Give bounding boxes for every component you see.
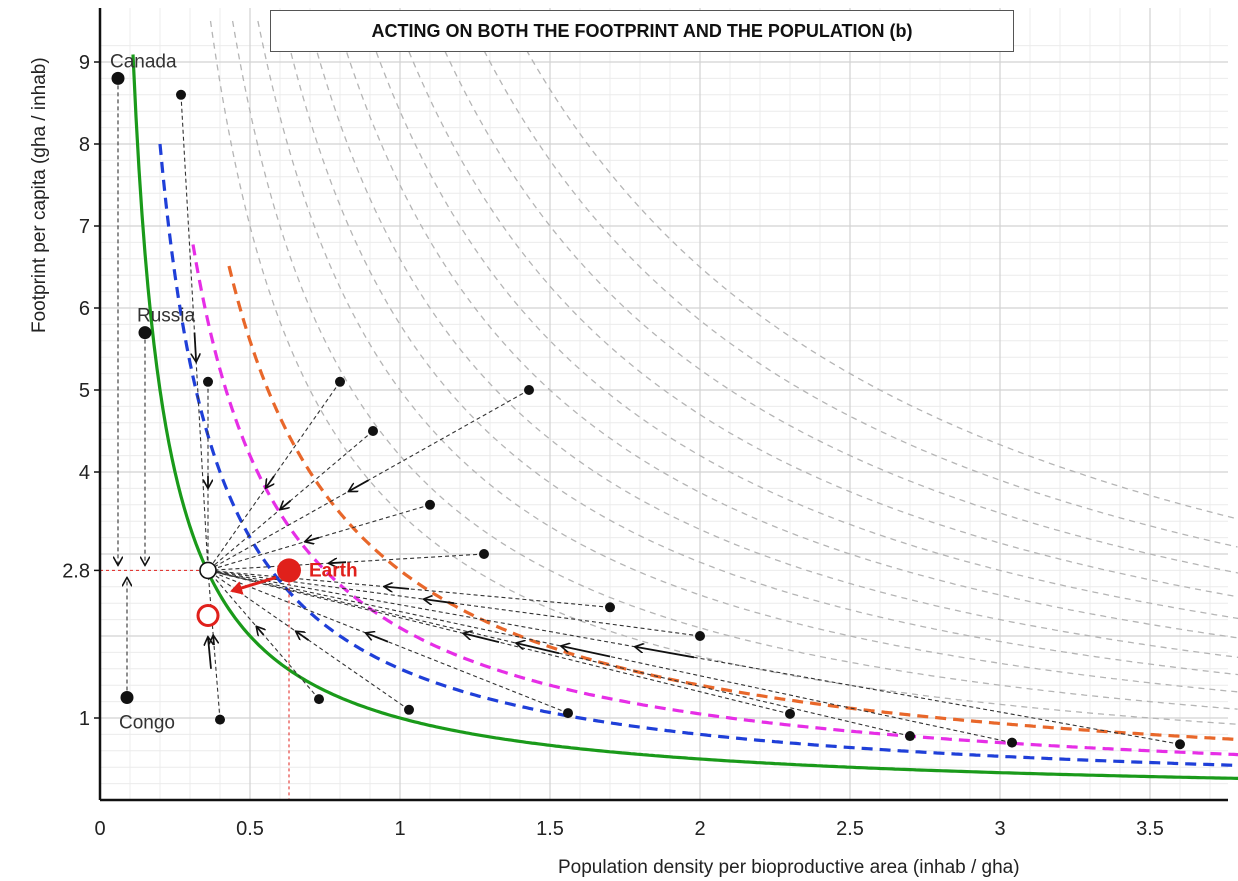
country-label: Congo — [119, 713, 175, 734]
gray-iso-curve — [431, 20, 1238, 574]
x-tick-label: 3.5 — [1136, 818, 1164, 840]
x-tick-label: 0.5 — [236, 818, 264, 840]
direction-arrow — [266, 475, 274, 487]
blue-curve — [158, 143, 1238, 768]
y-tick-label: 2.8 — [62, 560, 90, 582]
direction-arrow — [464, 634, 500, 644]
gray-iso-curve — [336, 20, 1238, 639]
orange-curve — [227, 265, 1238, 742]
direction-arrow — [562, 646, 611, 658]
data-point — [905, 731, 915, 742]
direction-arrow — [329, 562, 347, 563]
gray-iso-curve — [307, 20, 1238, 659]
y-tick-label: 4 — [79, 462, 90, 484]
gray-iso-curve — [468, 20, 1238, 548]
y-tick-label: 6 — [79, 298, 90, 320]
x-tick-label: 2.5 — [836, 818, 864, 840]
y-tick-label: 8 — [79, 134, 90, 156]
country-point — [120, 691, 134, 704]
connector-line — [207, 569, 791, 715]
direction-arrow — [296, 632, 310, 641]
direction-arrow — [257, 627, 264, 635]
data-point — [404, 704, 414, 715]
gray-iso-curve — [282, 20, 1238, 676]
data-point — [335, 376, 345, 387]
gray-iso-curve — [364, 20, 1238, 620]
direction-arrow — [366, 633, 389, 643]
y-tick-label: 7 — [79, 216, 90, 238]
data-point — [203, 376, 213, 387]
data-point — [563, 708, 573, 719]
direction-arrow — [213, 636, 214, 646]
y-axis-title: Footprint per capita (gha / inhab) — [29, 57, 50, 333]
x-tick-label: 1 — [394, 818, 405, 840]
iso-curves — [131, 54, 1238, 780]
x-tick-label: 2 — [694, 818, 705, 840]
direction-arrow — [424, 599, 455, 603]
data-point — [314, 694, 324, 705]
gray-iso-curve — [209, 20, 1238, 725]
data-point — [1175, 739, 1185, 750]
gray-iso-curve — [396, 20, 1238, 598]
direction-arrow — [306, 538, 320, 542]
direction-arrow — [636, 647, 695, 659]
direction-arrow — [385, 587, 410, 589]
data-point — [785, 708, 795, 719]
country-label: Russia — [137, 306, 196, 327]
connector-line — [207, 570, 221, 720]
earth-target-arrow — [208, 638, 211, 669]
earth-point — [277, 558, 301, 583]
y-tick-label: 1 — [79, 708, 90, 730]
target-point — [199, 561, 217, 580]
data-point — [425, 499, 435, 510]
data-point — [1007, 737, 1017, 748]
data-point — [524, 385, 534, 395]
data-point — [368, 426, 378, 436]
green-curve — [131, 54, 1238, 780]
data-point — [479, 549, 489, 559]
earth-arrow — [230, 575, 277, 595]
country-point — [111, 71, 125, 85]
direction-arrow — [517, 643, 560, 655]
x-tick-label: 3 — [994, 818, 1005, 840]
direction-arrow — [195, 332, 197, 362]
gray-iso-curve — [231, 20, 1238, 710]
country-label: Canada — [110, 51, 177, 72]
y-tick-label: 9 — [79, 52, 90, 74]
axes: 0 0.5 1 1.5 2 2.5 3 3.5 1 2.8 4 5 6 7 8 9 — [62, 8, 1228, 840]
connector-line — [207, 569, 569, 714]
direction-arrow — [281, 500, 292, 509]
x-axis-title: Population density per bioproductive are… — [558, 857, 1020, 878]
country-point — [138, 326, 152, 340]
data-point — [605, 602, 615, 613]
data-points: Canada Russia Congo Earth — [110, 51, 1185, 750]
gray-iso-curve — [257, 20, 1238, 693]
earth-target-point — [196, 604, 220, 627]
grid — [100, 8, 1228, 800]
data-point — [695, 631, 705, 641]
chart-title: ACTING ON BOTH THE FOOTPRINT AND THE POP… — [270, 10, 1014, 52]
x-tick-label: 1.5 — [536, 818, 564, 840]
magenta-curve — [191, 244, 1238, 757]
x-tick-label: 0 — [94, 818, 105, 840]
gray-iso-curves — [209, 20, 1238, 725]
data-point — [176, 89, 186, 100]
y-tick-label: 5 — [79, 380, 90, 402]
direction-arrow — [349, 479, 369, 491]
earth-label: Earth — [309, 560, 358, 581]
data-point — [215, 714, 225, 725]
